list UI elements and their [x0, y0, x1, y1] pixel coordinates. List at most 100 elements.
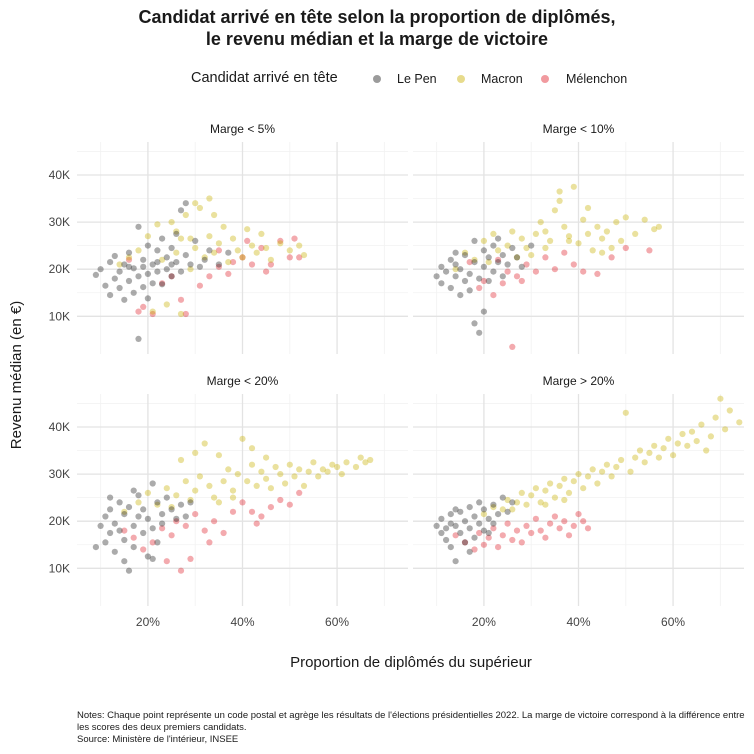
point-le-pen — [168, 506, 175, 513]
point-macron — [513, 254, 521, 261]
point-macron — [599, 235, 606, 242]
point-le-pen — [144, 242, 151, 249]
point-melenchon — [215, 247, 222, 254]
point-macron — [471, 256, 478, 263]
point-melenchon — [570, 261, 577, 268]
point-melenchon — [608, 254, 615, 261]
point-macron — [688, 428, 696, 435]
point-le-pen — [177, 268, 185, 275]
point-le-pen — [490, 501, 497, 508]
point-melenchon — [471, 546, 478, 553]
point-le-pen — [154, 259, 161, 266]
point-macron — [532, 485, 539, 492]
point-macron — [182, 478, 189, 485]
point-macron — [116, 261, 123, 268]
point-melenchon — [168, 532, 175, 539]
point-macron — [215, 452, 222, 459]
point-melenchon — [258, 513, 265, 520]
point-le-pen — [154, 247, 161, 254]
point-le-pen — [177, 207, 185, 214]
point-macron — [589, 466, 596, 473]
point-macron — [239, 435, 246, 442]
point-le-pen — [471, 320, 478, 327]
point-melenchon — [584, 525, 592, 532]
point-macron — [362, 459, 369, 466]
point-macron — [163, 485, 170, 492]
point-le-pen — [452, 261, 459, 268]
point-le-pen — [163, 254, 170, 261]
point-melenchon — [229, 508, 237, 515]
point-melenchon — [537, 527, 544, 534]
point-le-pen — [476, 520, 483, 527]
point-melenchon — [504, 268, 511, 275]
point-macron — [263, 244, 270, 252]
point-macron — [125, 254, 133, 261]
point-macron — [565, 489, 573, 496]
point-macron — [698, 421, 705, 428]
point-melenchon — [286, 501, 293, 508]
point-macron — [603, 461, 610, 468]
point-macron — [310, 459, 317, 466]
point-le-pen — [452, 273, 459, 280]
point-le-pen — [107, 259, 114, 266]
point-le-pen — [111, 548, 118, 555]
point-macron — [679, 430, 686, 438]
point-melenchon — [130, 534, 137, 541]
point-le-pen — [182, 252, 189, 259]
point-le-pen — [499, 494, 506, 501]
point-le-pen — [201, 256, 208, 263]
point-macron — [177, 235, 185, 242]
point-le-pen — [447, 284, 454, 292]
point-macron — [565, 233, 573, 240]
point-le-pen — [144, 270, 151, 277]
y-tick-label: 20K — [49, 514, 70, 528]
point-le-pen — [196, 263, 203, 270]
source-text: Source: Ministère de l'intérieur, INSEE — [77, 734, 239, 745]
point-macron — [187, 496, 194, 504]
point-macron — [665, 435, 672, 442]
point-melenchon — [476, 284, 483, 292]
point-macron — [225, 259, 232, 266]
point-macron — [206, 233, 213, 240]
point-le-pen — [140, 256, 147, 263]
point-macron — [622, 409, 629, 416]
point-le-pen — [144, 295, 151, 302]
point-le-pen — [471, 259, 478, 266]
point-melenchon — [277, 496, 284, 504]
point-macron — [206, 195, 213, 202]
point-macron — [343, 459, 350, 466]
point-le-pen — [149, 555, 156, 562]
panel-label: Marge < 10% — [543, 122, 615, 136]
point-melenchon — [239, 254, 246, 261]
point-macron — [177, 310, 185, 318]
y-tick-label: 10K — [49, 561, 70, 575]
point-melenchon — [551, 266, 558, 273]
point-le-pen — [173, 230, 180, 237]
y-tick-label: 10K — [49, 309, 70, 323]
point-le-pen — [144, 553, 151, 560]
point-le-pen — [102, 282, 109, 289]
point-macron — [248, 461, 256, 468]
point-macron — [599, 468, 606, 475]
point-melenchon — [547, 520, 554, 527]
point-le-pen — [499, 273, 506, 280]
point-macron — [182, 211, 189, 219]
point-melenchon — [580, 268, 587, 275]
point-melenchon — [513, 527, 521, 534]
point-le-pen — [476, 329, 483, 336]
point-macron — [627, 468, 634, 475]
point-macron — [461, 249, 469, 256]
point-macron — [319, 466, 326, 473]
legend-label-melenchon: Mélenchon — [566, 72, 628, 86]
point-le-pen — [206, 247, 213, 254]
point-macron — [622, 214, 629, 221]
point-melenchon — [513, 273, 521, 280]
point-le-pen — [480, 308, 487, 315]
point-melenchon — [480, 541, 487, 548]
point-macron — [632, 230, 639, 237]
point-le-pen — [163, 266, 170, 273]
point-le-pen — [452, 522, 459, 529]
y-tick-label: 30K — [49, 215, 70, 229]
point-macron — [570, 183, 577, 190]
point-macron — [229, 235, 237, 242]
